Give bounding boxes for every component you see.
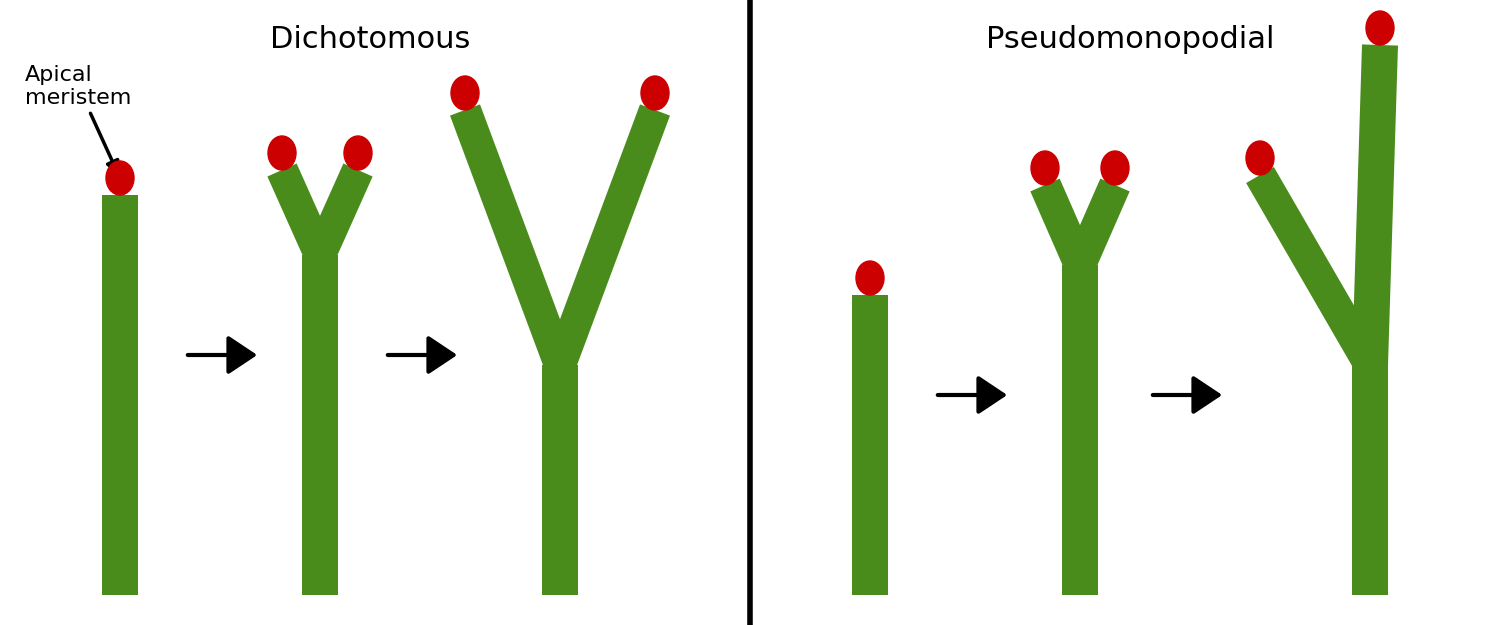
Ellipse shape <box>1101 151 1130 185</box>
Polygon shape <box>1030 179 1095 271</box>
Bar <box>852 295 888 595</box>
Text: Dichotomous: Dichotomous <box>270 25 470 54</box>
Ellipse shape <box>640 76 669 110</box>
Ellipse shape <box>106 161 134 195</box>
Text: Apical
meristem: Apical meristem <box>26 65 132 172</box>
Polygon shape <box>267 164 334 261</box>
Polygon shape <box>1246 167 1384 373</box>
Polygon shape <box>1352 44 1398 366</box>
Bar <box>1062 265 1098 595</box>
Polygon shape <box>450 104 574 371</box>
Ellipse shape <box>856 261 883 295</box>
Bar <box>542 365 578 595</box>
Text: Pseudomonopodial: Pseudomonopodial <box>986 25 1274 54</box>
Polygon shape <box>1065 179 1130 271</box>
Polygon shape <box>306 164 372 261</box>
Ellipse shape <box>1246 141 1274 175</box>
Bar <box>1352 365 1388 595</box>
Ellipse shape <box>268 136 296 170</box>
Ellipse shape <box>452 76 478 110</box>
Ellipse shape <box>1030 151 1059 185</box>
Ellipse shape <box>1366 11 1394 45</box>
Polygon shape <box>544 104 670 371</box>
Ellipse shape <box>344 136 372 170</box>
Bar <box>302 255 338 595</box>
Bar <box>102 195 138 595</box>
